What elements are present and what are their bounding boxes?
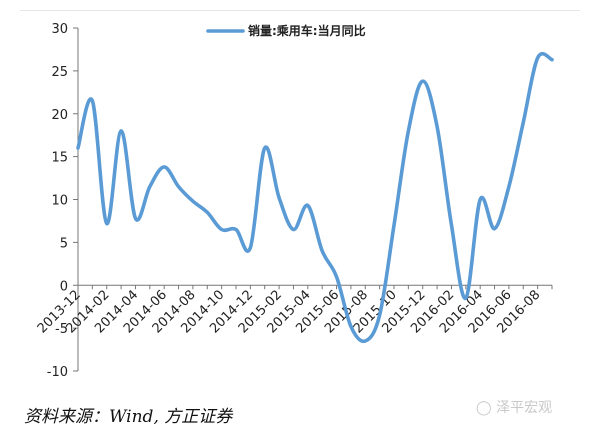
y-tick-label: 5	[60, 236, 68, 251]
y-tick-label: 15	[51, 151, 68, 166]
watermark-label: 泽平宏观	[496, 400, 553, 416]
watermark: ◯ 泽平宏观	[476, 397, 552, 417]
legend-label: 销量:乘用车:当月同比	[248, 23, 366, 38]
y-tick-label: -10	[47, 365, 68, 380]
y-axis-ticks: 30 25 20 15 10 5 0 -5 -10	[47, 22, 78, 380]
top-rule	[20, 10, 580, 11]
y-tick-label: 0	[60, 279, 68, 294]
x-axis-ticks: 2013-122014-022014-042014-062014-082014-…	[35, 285, 553, 336]
y-tick-label: -5	[55, 322, 68, 337]
y-tick-label: 25	[51, 65, 68, 80]
legend: 销量:乘用车:当月同比	[206, 23, 366, 38]
y-tick-label: 20	[51, 108, 68, 123]
y-tick-label: 10	[51, 194, 68, 209]
y-tick-label: 30	[51, 22, 68, 37]
wechat-icon: ◯	[476, 400, 492, 416]
source-note: 资料来源：Wind, 方正证券	[24, 407, 233, 427]
series-line	[76, 52, 554, 344]
